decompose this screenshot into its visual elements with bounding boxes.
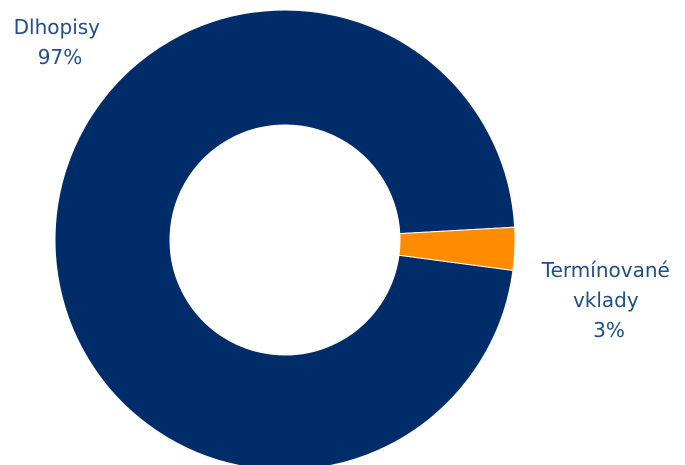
slice-dlhopisy xyxy=(54,9,516,465)
label-terminovane-vklady: Termínované vklady 3% xyxy=(541,258,676,342)
slice-terminovane-vklady xyxy=(398,226,516,271)
label-dlhopisy: Dlhopisy 97% xyxy=(14,15,107,69)
label-terminovane-name-line2: vklady xyxy=(573,288,639,312)
label-terminovane-name-line1: Termínované xyxy=(541,258,670,282)
label-dlhopisy-name: Dlhopisy xyxy=(14,15,101,39)
slice-group xyxy=(54,9,516,465)
label-dlhopisy-percent: 97% xyxy=(38,45,82,69)
label-terminovane-percent: 3% xyxy=(593,318,625,342)
